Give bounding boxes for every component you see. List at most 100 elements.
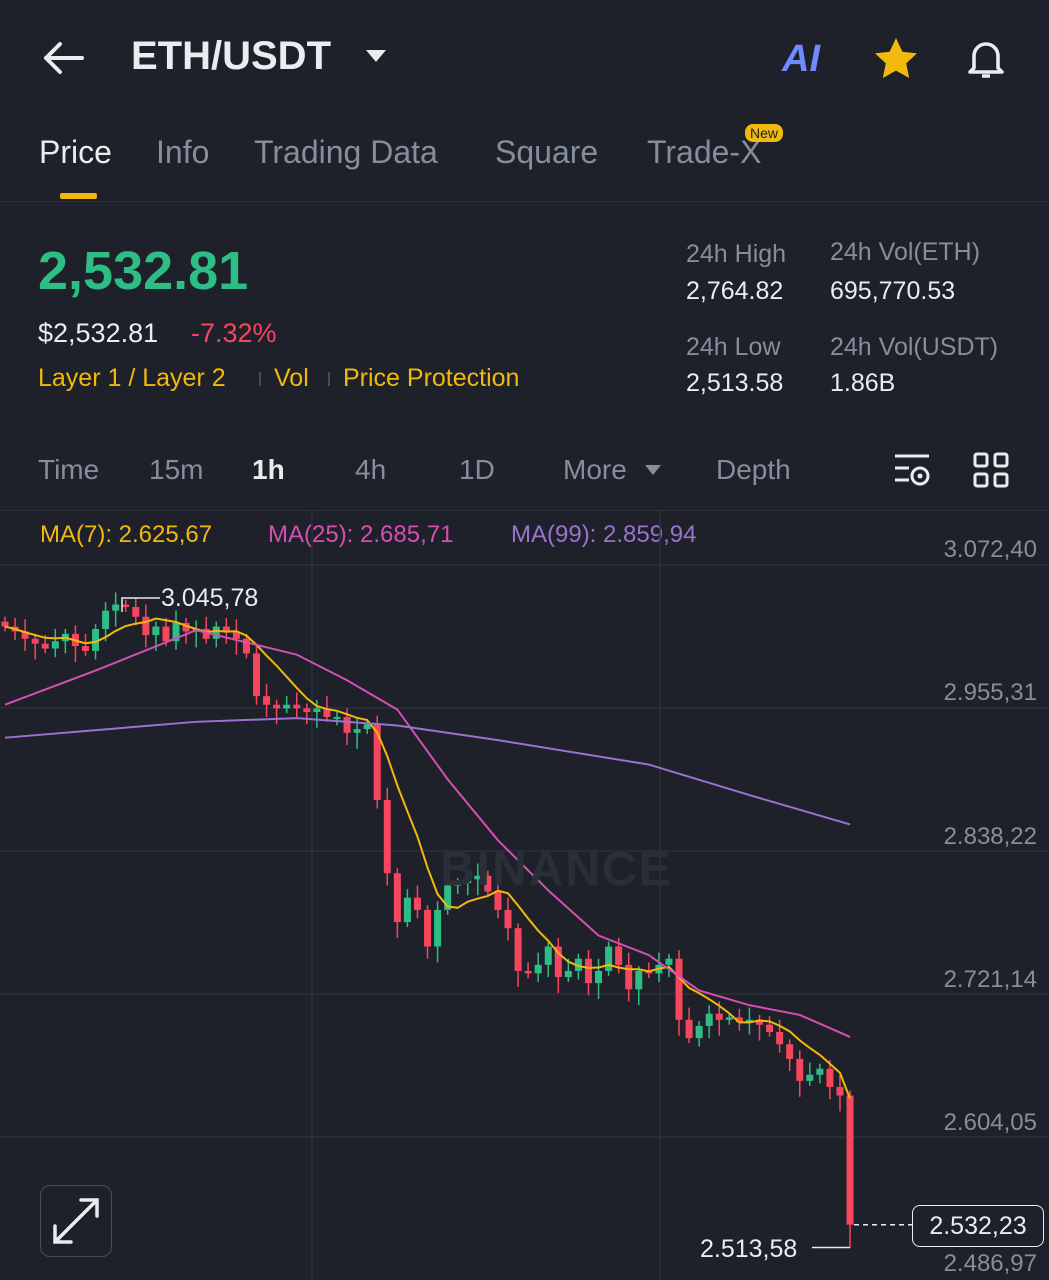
tag-separator xyxy=(328,372,330,386)
low-value: 2,513.58 xyxy=(686,369,784,397)
tab-trading-data[interactable]: Trading Data xyxy=(254,134,438,170)
candle-body xyxy=(494,891,502,910)
y-tick-label: 3.072,40 xyxy=(943,536,1037,563)
vol-usdt-value: 1.86B xyxy=(830,369,896,397)
candle-body xyxy=(574,958,582,971)
timeframe-15m[interactable]: 15m xyxy=(149,454,204,485)
candle-body xyxy=(725,1017,733,1020)
bell-icon[interactable] xyxy=(962,34,1010,82)
candle-body xyxy=(534,964,542,974)
timeframe-1d[interactable]: 1D xyxy=(459,454,495,485)
candle-body xyxy=(756,1019,763,1025)
fullscreen-button[interactable] xyxy=(40,1185,112,1257)
chevron-down-icon[interactable] xyxy=(364,48,388,64)
tab-active-indicator xyxy=(60,193,97,199)
timeframe-4h[interactable]: 4h xyxy=(355,454,387,485)
timeframe-depth[interactable]: Depth xyxy=(716,454,791,485)
candle-body xyxy=(786,1044,794,1059)
candle-body xyxy=(313,708,321,713)
tag-layer[interactable]: Layer 1 / Layer 2 xyxy=(38,364,226,392)
candle-body xyxy=(434,909,442,947)
candle-body xyxy=(735,1017,743,1023)
candle-body xyxy=(232,631,240,639)
tab-info[interactable]: Info xyxy=(156,134,210,170)
candle-body xyxy=(444,885,452,910)
vol-eth-value: 695,770.53 xyxy=(830,277,956,305)
candle-body xyxy=(584,958,592,984)
y-tick-label: 2.604,05 xyxy=(943,1109,1037,1136)
back-button[interactable] xyxy=(40,38,86,78)
ai-icon[interactable]: AI xyxy=(782,38,820,80)
tag-separator xyxy=(259,372,261,386)
candle-body xyxy=(373,724,381,800)
star-icon[interactable] xyxy=(872,36,920,82)
candle-body xyxy=(172,622,180,642)
candle-body xyxy=(484,875,492,892)
ma7-legend: MA(7): 2.625,67 xyxy=(40,521,213,548)
y-tick-label: 2.955,31 xyxy=(943,679,1037,706)
candle-body xyxy=(625,964,633,990)
candle-body xyxy=(81,646,89,651)
candle-body xyxy=(152,626,160,636)
y-tick-label: 2.838,22 xyxy=(943,823,1037,850)
tab-square[interactable]: Square xyxy=(495,134,599,170)
candle-body xyxy=(303,708,311,713)
tabs-divider xyxy=(0,201,1049,202)
expand-icon xyxy=(53,1198,99,1244)
candle-body xyxy=(745,1019,753,1023)
candle-body xyxy=(202,628,210,639)
high-label: 24h High xyxy=(686,240,787,268)
candle-body xyxy=(816,1068,824,1075)
candle-body xyxy=(283,704,291,709)
tag-price-protection[interactable]: Price Protection xyxy=(343,364,520,392)
candle-body xyxy=(826,1068,834,1087)
candle-body xyxy=(92,628,100,651)
tab-price[interactable]: Price xyxy=(39,134,112,170)
candle-body xyxy=(393,873,401,923)
candle-body xyxy=(1,621,9,627)
candle-body xyxy=(424,909,432,947)
candle-body xyxy=(263,696,271,705)
candle-body xyxy=(162,626,170,642)
last-price: 2,532.81 xyxy=(38,241,249,301)
ma25-legend: MA(25): 2.685,71 xyxy=(268,521,454,548)
candle-body xyxy=(403,897,411,923)
candle-body xyxy=(383,799,391,874)
timeframe-1h[interactable]: 1h xyxy=(252,454,285,485)
candle-body xyxy=(51,641,59,649)
ma99-legend: MA(99): 2.859,94 xyxy=(511,521,697,548)
usd-price: $2,532.81 xyxy=(38,318,159,348)
candle-body xyxy=(323,708,331,717)
candle-body xyxy=(112,604,120,611)
candle-body xyxy=(293,704,301,709)
indicator-settings-icon[interactable] xyxy=(893,452,933,488)
y-tick-label: 2.486,97 xyxy=(943,1250,1037,1277)
candle-body xyxy=(544,946,552,965)
tab-trade-x[interactable]: Trade-X xyxy=(647,134,762,170)
candle-body xyxy=(182,622,190,632)
timeframe-more[interactable]: More xyxy=(563,454,627,485)
chart-top-divider xyxy=(0,510,1049,511)
candle-body xyxy=(31,638,39,644)
grid-layout-icon[interactable] xyxy=(973,452,1009,488)
new-badge: New xyxy=(745,124,784,142)
pair-title[interactable]: ETH/USDT xyxy=(131,34,331,78)
candle-body xyxy=(675,958,683,1020)
candle-body xyxy=(605,946,613,971)
ma7-line xyxy=(4,617,851,1099)
candle-body xyxy=(846,1095,854,1225)
candle-body xyxy=(615,946,623,965)
timeframe-time[interactable]: Time xyxy=(38,454,100,485)
high-marker-line xyxy=(121,597,160,612)
price-change: -7.32% xyxy=(191,318,277,348)
candle-body xyxy=(273,704,281,709)
tag-vol[interactable]: Vol xyxy=(274,364,309,392)
candle-body xyxy=(514,928,522,971)
candle-body xyxy=(695,1025,703,1039)
candle-body xyxy=(635,970,643,990)
low-label: 24h Low xyxy=(686,333,781,361)
candle-body xyxy=(715,1013,723,1020)
candle-body xyxy=(21,631,29,639)
current-price-label: 2.532,23 xyxy=(912,1205,1044,1247)
